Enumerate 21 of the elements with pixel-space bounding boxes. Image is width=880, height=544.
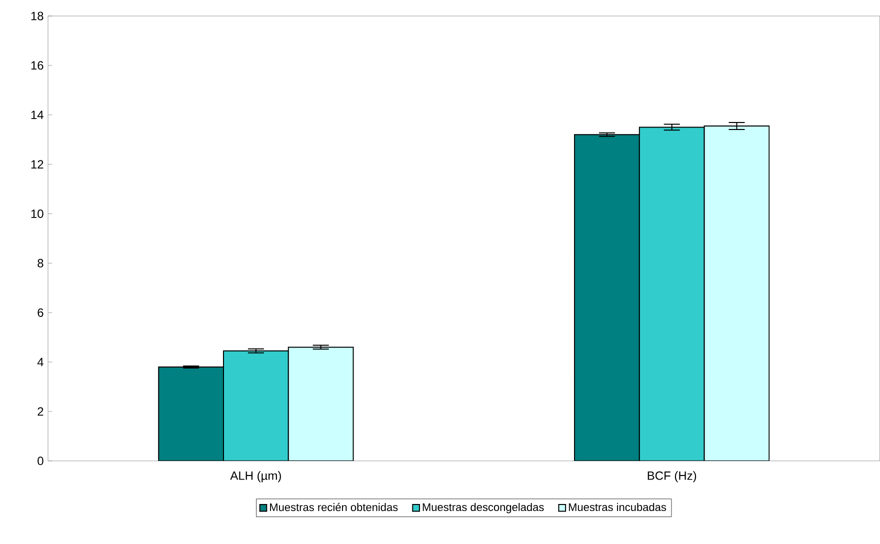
x-tick-label: ALH (µm): [230, 471, 281, 482]
bar: [638, 126, 705, 461]
bar: [574, 134, 640, 461]
y-tick-label: 12: [31, 160, 44, 169]
bar: [704, 126, 770, 461]
bar: [158, 366, 224, 461]
legend-label: Muestras recién obtenidas: [270, 502, 398, 512]
x-tick-label: BCF (Hz): [648, 471, 696, 482]
y-tick-label: 6: [38, 308, 44, 317]
y-tick-label: 14: [31, 110, 44, 120]
y-tick-label: 18: [31, 12, 44, 20]
y-tick-label: 10: [31, 210, 44, 218]
legend-label: Muestras descongeladas: [422, 503, 544, 514]
y-tick-label: 4: [37, 358, 44, 366]
legend-label: Muestras incubadas: [568, 503, 666, 512]
y-tick-label: 16: [31, 61, 44, 70]
y-tick-label: 2: [38, 407, 44, 416]
bar: [223, 350, 289, 461]
y-tick-label: 8: [38, 258, 44, 268]
y-tick-label: 0: [38, 456, 44, 466]
bar: [288, 346, 354, 461]
